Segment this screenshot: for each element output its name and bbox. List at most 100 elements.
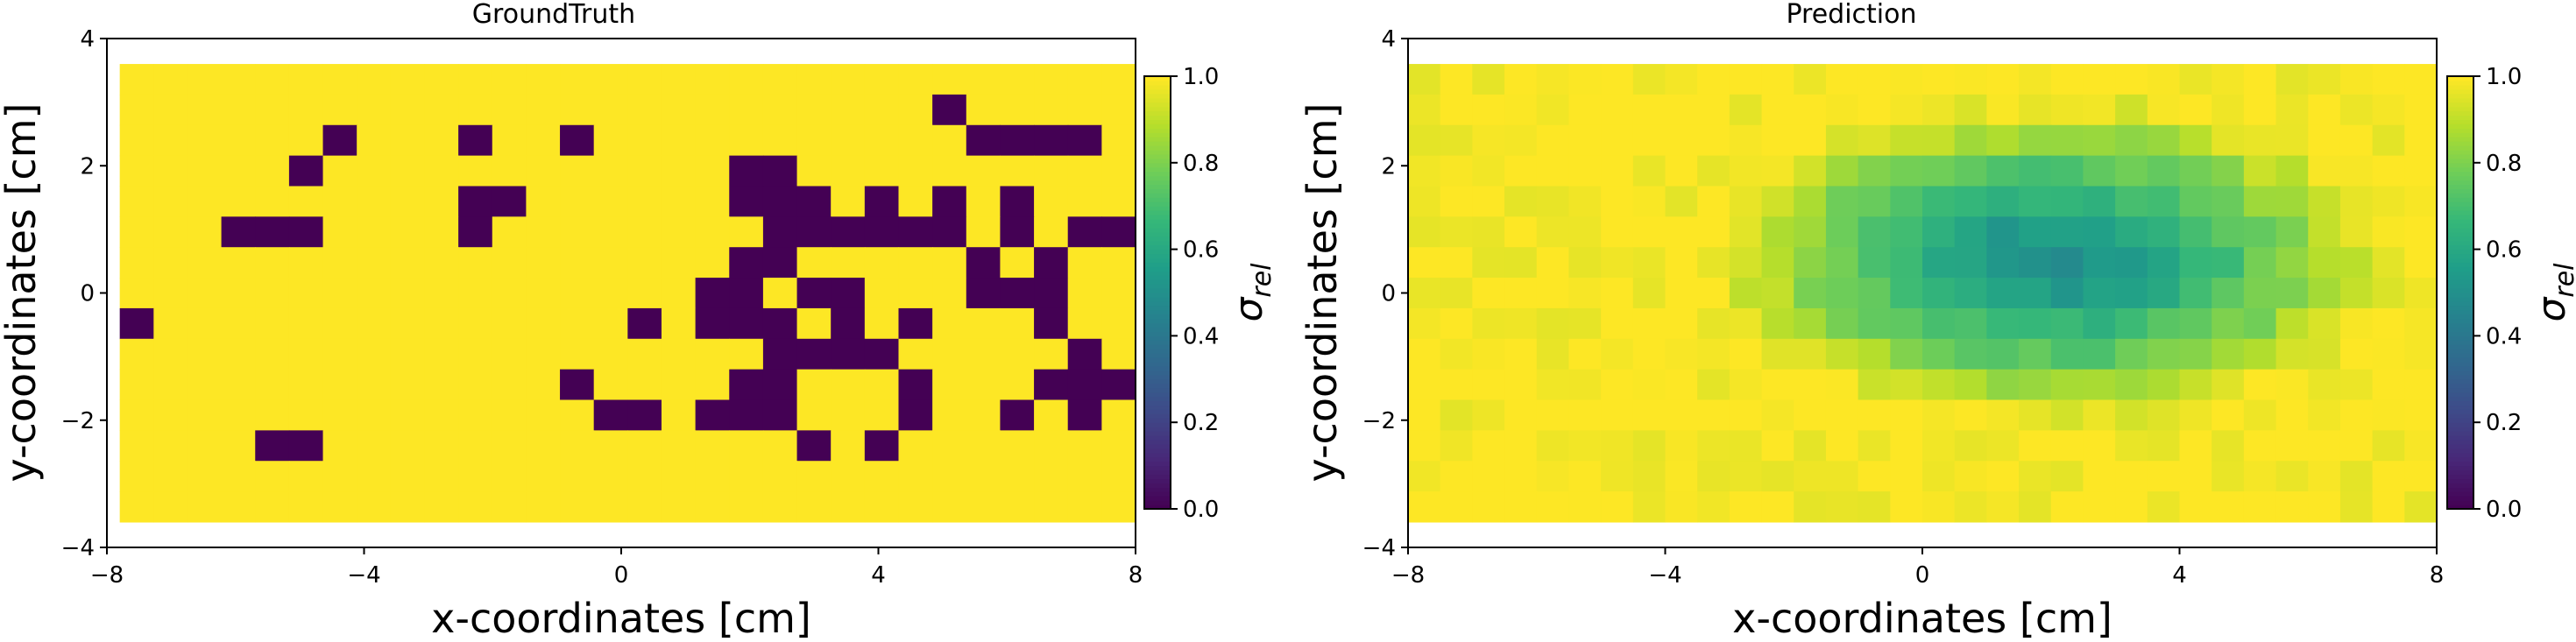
x-tick-label: 0 [614,562,629,589]
heatmap-cell [153,430,188,462]
colorbar-label-base: σ [2530,297,2574,322]
heatmap-cell [729,369,764,401]
heatmap-cell [2308,399,2341,431]
heatmap-cell [1697,278,1730,309]
heatmap-cell [2308,338,2341,370]
colorbar-segment [1144,396,1171,402]
heatmap-cell [966,247,1001,279]
heatmap-cell [2275,155,2309,187]
heatmap-cell [2115,155,2148,187]
heatmap-cell [627,94,662,126]
heatmap-cell [1825,430,1859,462]
heatmap-cell [2147,155,2181,187]
heatmap-cell [1101,461,1136,492]
heatmap-cell [288,307,324,340]
colorbar-segment [2447,93,2473,99]
heatmap-cell [1067,399,1102,431]
colorbar-segment [2447,184,2473,190]
heatmap-cell [2339,338,2374,370]
heatmap-cell [593,461,628,492]
heatmap-cell [2404,94,2438,126]
heatmap-cell [2243,338,2277,370]
heatmap-cell [627,124,662,157]
heatmap-cell [1890,461,1923,492]
colorbar-segment [1144,97,1171,103]
heatmap-cell [2372,430,2405,462]
heatmap-cell [322,64,357,95]
heatmap-cell [2275,338,2309,370]
heatmap-cell [2050,307,2084,340]
heatmap-cell [2179,186,2212,217]
heatmap-cell [1825,338,1859,370]
heatmap-cell [627,278,662,309]
heatmap-cell [966,64,1001,95]
heatmap-cell [322,369,357,401]
heatmap-cell [1890,338,1923,370]
colorbar-segment [2447,236,2473,242]
colorbar-segment [1144,128,1171,133]
heatmap-cell [1067,94,1102,126]
heatmap-cell [119,461,154,492]
heatmap-cell [492,216,527,248]
heatmap-cell [1890,491,1923,523]
colorbar-segment [1144,271,1171,276]
colorbar-segment [1144,149,1171,155]
heatmap-cell [2083,94,2116,126]
heatmap-cell [1101,216,1136,248]
heatmap-cell [2212,216,2245,248]
heatmap-cell [2019,94,2052,126]
heatmap-cell [2115,399,2148,431]
heatmap-cell [492,278,527,309]
heatmap-cell [1954,124,1987,157]
heatmap-cell [831,94,866,126]
heatmap-cell [1632,307,1667,340]
heatmap-cell [1440,247,1473,279]
heatmap-cell [1794,247,1827,279]
heatmap-cell [1067,461,1102,492]
heatmap-cell [898,94,933,126]
heatmap-cell [458,369,493,401]
heatmap-cell [695,94,730,126]
heatmap-cell [1825,399,1859,431]
colorbar-segment [2447,383,2473,389]
heatmap-cell [221,369,256,401]
heatmap-cell [661,64,697,95]
heatmap-cells [119,64,1136,523]
colorbar-segment [1144,405,1171,410]
heatmap-cell [1408,369,1441,401]
heatmap-cell [1794,369,1827,401]
heatmap-cell [1761,491,1794,523]
heatmap-cell [2179,278,2212,309]
heatmap-cell [2019,124,2052,157]
heatmap-cell [288,491,324,523]
heatmap-cell [1665,491,1698,523]
colorbar-tick-label: 1.0 [2486,64,2522,90]
heatmap-cell [898,216,933,248]
colorbar-segment [2447,322,2473,328]
heatmap-cell [2050,155,2084,187]
heatmap-cell [2083,278,2116,309]
heatmap-cell [1729,461,1763,492]
heatmap-cell [695,491,730,523]
heatmap-cell [1954,64,1987,95]
colorbar-label-base: σ [1227,297,1271,322]
heatmap-cell [1000,278,1035,309]
heatmap-cell [1729,369,1763,401]
heatmap-cell [458,94,493,126]
heatmap-cell [2339,124,2374,157]
heatmap-cell [119,399,154,431]
heatmap-cell [1858,94,1891,126]
heatmap-cell [1922,247,1956,279]
colorbar-segment [1144,253,1171,259]
heatmap-cell [1761,369,1794,401]
heatmap-cell [661,216,697,248]
heatmap-cell [932,491,967,523]
heatmap-cell [898,155,933,187]
heatmap-cell [2404,338,2438,370]
heatmap-cell [1858,369,1891,401]
heatmap-cell [153,491,188,523]
y-tick-label: 2 [80,153,95,180]
heatmap-cell [119,186,154,217]
heatmap-cell [1472,186,1505,217]
